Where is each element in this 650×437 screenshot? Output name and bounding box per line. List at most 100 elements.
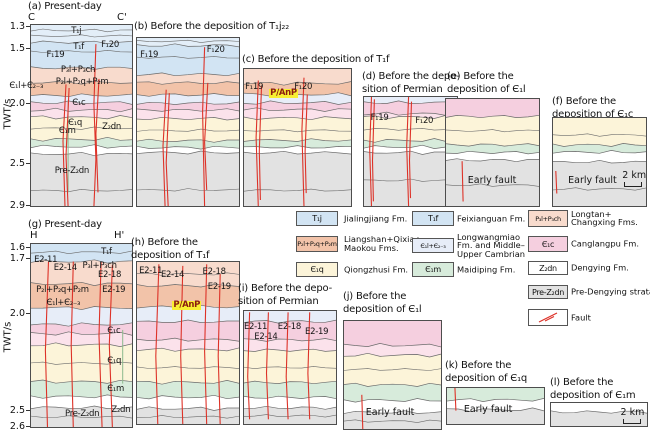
legend-swatch-q: Є₁q bbox=[296, 262, 338, 277]
panel-j-title: (j) Before the bbox=[343, 291, 407, 302]
layer-label-e2-11: E2-11 bbox=[139, 265, 163, 276]
axis-tick-mark bbox=[26, 205, 30, 206]
panel-j-section bbox=[343, 320, 442, 430]
layer-label-q: Є₁q bbox=[107, 355, 122, 366]
panel-j-title: deposition of Є₁l bbox=[343, 303, 422, 315]
axis-tick-label: 1.7 bbox=[9, 253, 25, 264]
legend-label-maidiping-fm: Maidiping Fm. bbox=[457, 264, 516, 275]
layer-label-pre-z-dn: Pre-Z₂dn bbox=[54, 165, 90, 176]
legend-swatch-t-f: T₁f bbox=[412, 211, 454, 226]
axis-tick-label: 2.0 bbox=[9, 98, 25, 109]
legend-label-liangshan-qixia-maokou-fms: Liangshan+Qixia+ Maokou Fms. bbox=[344, 234, 422, 253]
axis-tick-mark bbox=[26, 258, 30, 259]
layer-label-e2-11: E2-11 bbox=[243, 321, 268, 332]
axis-tick-label: 1.3 bbox=[9, 21, 25, 32]
axis-tick-label: 2.0 bbox=[9, 308, 25, 319]
scale-bar bbox=[622, 419, 641, 424]
panel-i-section bbox=[243, 310, 337, 425]
layer-label-z-dn: Z₂dn bbox=[111, 404, 131, 415]
layer-label-m: Є₁m bbox=[107, 383, 124, 394]
legend-swatch-z-dn: Z₂dn bbox=[528, 261, 568, 275]
layer-label-early-fault: Early fault bbox=[463, 404, 513, 416]
panel-h-section bbox=[136, 261, 240, 425]
panel-k-section bbox=[446, 387, 545, 425]
panel-e-title: deposition of Є₁l bbox=[447, 83, 526, 95]
layer-label-f-20: F₁20 bbox=[294, 82, 313, 93]
panel-g-section bbox=[30, 243, 133, 428]
panel-l-title: deposition of Є₁m bbox=[550, 389, 636, 401]
layer-label-early-fault: Early fault bbox=[365, 407, 415, 418]
panel-d-title: sition of Permian bbox=[362, 83, 443, 95]
panel-e-title: (e) Before the bbox=[447, 71, 514, 82]
section-endpoint-label: C' bbox=[117, 12, 127, 23]
scale-bar bbox=[624, 182, 643, 187]
axis-tick-mark bbox=[26, 48, 30, 49]
layer-label-p-l-p-ch: P₃l+P₃ch bbox=[60, 65, 96, 76]
legend-swatch-t-j: T₁j bbox=[296, 211, 338, 226]
axis-tick-mark bbox=[26, 103, 30, 104]
layer-label-e2-19: E2-19 bbox=[305, 327, 329, 338]
layer-label-f-20: F₁20 bbox=[206, 45, 225, 56]
legend-label-longtan-changxing-fms: Longtan+ Changxing Fms. bbox=[571, 208, 638, 228]
panel-h-title: deposition of T₁f bbox=[131, 249, 210, 261]
scale-bar-label: 2 km bbox=[622, 170, 647, 181]
layer-label-l: Є₁l+Є₂₋₃ bbox=[46, 298, 81, 309]
layer-label-e2-19: E2-19 bbox=[102, 284, 126, 295]
panel-l-title: (l) Before the bbox=[550, 377, 614, 388]
axis-tick-label: 1.5 bbox=[9, 43, 25, 54]
legend-label-fault: Fault bbox=[571, 312, 591, 323]
unconformity-label-p-anp: P/AnP bbox=[269, 87, 298, 98]
axis-tick-label: 1.6 bbox=[9, 242, 25, 253]
legend-swatch-m: Є₁m bbox=[412, 262, 454, 277]
layer-label-e2-11: E2-11 bbox=[34, 254, 58, 265]
layer-label-f-19: F₁19 bbox=[140, 50, 159, 61]
axis-tick-label: 2.9 bbox=[9, 200, 25, 211]
layer-label-q: Є₁q bbox=[68, 118, 82, 129]
legend-swatch-c: Є₁c bbox=[528, 236, 568, 252]
layer-label-p-l-p-q-p-m: P₂l+P₂q+P₂m bbox=[36, 284, 89, 295]
layer-label-f-19: F₁19 bbox=[245, 82, 264, 93]
legend-swatch-l: Є₁l+Є₂₋₃ bbox=[412, 238, 454, 253]
layer-label-f-20: F₁20 bbox=[101, 40, 119, 51]
layer-label-e2-19: E2-19 bbox=[207, 282, 231, 293]
layer-label-l: Є₁l+Є₂₋₃ bbox=[9, 80, 44, 91]
legend-swatch-pre-z-dn: Pre-Z₂dn bbox=[528, 285, 568, 299]
axis-tick-mark bbox=[26, 26, 30, 27]
panel-f-title: deposition of Є₁c bbox=[552, 108, 634, 120]
panel-d-section bbox=[363, 96, 458, 207]
axis-tick-mark bbox=[26, 426, 30, 427]
legend-label-longwangmiao-fm-and-middle-upper-cambrian: Longwangmiao Fm. and Middle– Upper Cambria… bbox=[457, 231, 526, 259]
panel-e-section bbox=[445, 98, 540, 207]
legend-label-feixianguan-fm: Feixianguan Fm. bbox=[457, 213, 526, 224]
axis-tick-label: 2.6 bbox=[9, 421, 25, 432]
layer-label-c: Є₁c bbox=[107, 326, 121, 337]
axis-label-twt: TWT/s bbox=[2, 321, 14, 353]
panel-c-section bbox=[243, 68, 352, 207]
panel-b-title: (b) Before the deposition of T₁j₂₂ bbox=[134, 21, 290, 32]
layer-label-c: Є₁c bbox=[72, 98, 86, 109]
panel-f-title: (f) Before the bbox=[552, 96, 616, 107]
layer-label-t-f: T₁f bbox=[101, 246, 112, 257]
unconformity-label-p-anp: P/AnP bbox=[172, 300, 202, 311]
layer-label-t-f: T₁f bbox=[73, 42, 84, 53]
layer-label-e2-14: E2-14 bbox=[254, 332, 278, 342]
panel-a-section bbox=[30, 24, 133, 207]
legend-swatch-fault bbox=[528, 309, 568, 326]
layer-label-f-19: F₁19 bbox=[46, 49, 65, 60]
layer-label-pre-z-dn: Pre-Z₂dn bbox=[65, 409, 100, 420]
layer-label-e2-18: E2-18 bbox=[97, 269, 122, 280]
panel-k-title: deposition of Є₁q bbox=[445, 372, 528, 384]
layer-label-e2-18: E2-18 bbox=[202, 267, 226, 278]
panel-c-title: (c) Before the deposition of T₁f bbox=[242, 54, 390, 65]
layer-label-z-dn: Z₂dn bbox=[102, 121, 121, 132]
axis-tick-mark bbox=[26, 247, 30, 248]
panel-f-section bbox=[552, 117, 647, 207]
panel-g-title: (g) Present-day bbox=[28, 219, 102, 230]
axis-tick-mark bbox=[26, 163, 30, 164]
axis-tick-label: 2.5 bbox=[9, 405, 25, 416]
fault-symbol-icon bbox=[538, 312, 558, 323]
axis-tick-mark bbox=[26, 410, 30, 411]
section-endpoint-label: C bbox=[28, 12, 35, 23]
layer-label-p-l-p-ch: P₃l+P₃ch bbox=[82, 260, 118, 271]
panel-a-title: (a) Present-day bbox=[28, 1, 102, 12]
